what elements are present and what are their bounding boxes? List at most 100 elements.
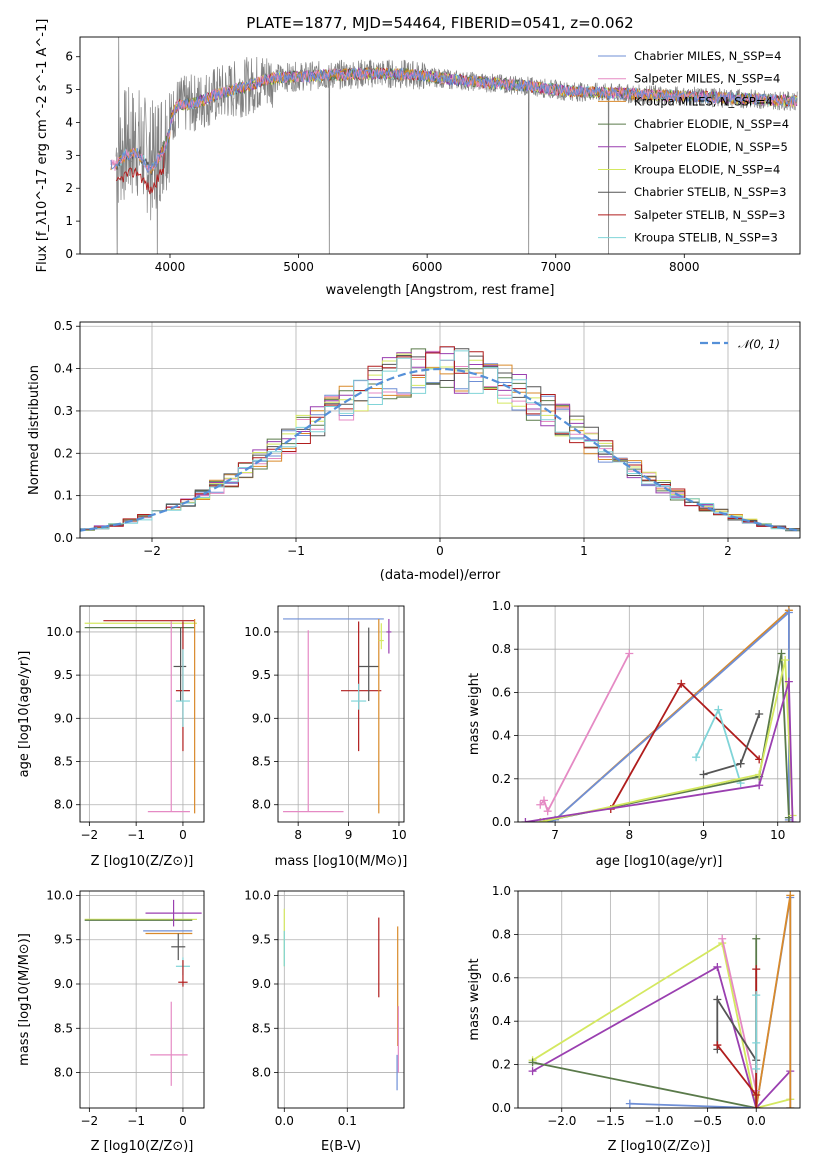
axes-frame: [517, 890, 801, 1109]
y-tick-label: 10.0: [244, 888, 271, 902]
x-tick-label: 5000: [283, 260, 314, 274]
x-axis-label: Z [log10(Z/Z⊙)]: [91, 1139, 194, 1154]
y-tick-label: 0.4: [492, 1014, 511, 1028]
weight-marker: [699, 770, 708, 779]
ticks: −2 −1 0 8.0 8.5 9.0 9.5 10.0: [46, 888, 186, 1128]
weight-marker: [713, 995, 722, 1004]
weight-line: [540, 659, 794, 822]
y-tick-label: 0.1: [54, 489, 73, 503]
x-axis-label: age [log10(age/yr)]: [596, 854, 723, 869]
y-tick-label: 9.5: [54, 668, 73, 682]
panel-weight_vs_age: 7 8 9 10 0.0 0.2 0.4 0.6 0.8 1.0 age [log10(age/yr…: [467, 599, 801, 869]
panel-spectrum: 4000 5000 6000 7000 8000 0 1 2 3 4 5 6 PLATE=1877, M…: [35, 14, 801, 298]
weight-series: [521, 677, 797, 822]
y-tick-label: 9.0: [54, 977, 73, 991]
x-tick-label: 0.0: [275, 1114, 294, 1128]
weight-marker: [786, 1104, 795, 1108]
y-tick-label: 8.0: [252, 798, 271, 812]
legend-entry: Chabrier ELODIE, N_SSP=4: [634, 117, 789, 131]
plot-area: [283, 908, 399, 1091]
model-spectrum-line: [110, 67, 798, 174]
weight-series: [752, 891, 795, 1108]
weight-line: [547, 610, 790, 822]
x-tick-label: 7000: [540, 260, 571, 274]
legend-entry: Salpeter STELIB, N_SSP=3: [634, 208, 785, 222]
plot-area: [528, 891, 795, 1108]
chart-title: PLATE=1877, MJD=54464, FIBERID=0541, z=0…: [246, 14, 633, 32]
y-tick-label: 9.5: [252, 668, 271, 682]
weight-series: [692, 705, 745, 788]
weight-marker: [752, 1038, 761, 1047]
x-tick-label: 9: [345, 828, 353, 842]
grid-lines: [80, 891, 204, 1108]
x-tick-label: −1: [127, 828, 145, 842]
x-tick-label: 0: [179, 828, 187, 842]
x-axis-label: wavelength [Angstrom, rest frame]: [326, 283, 555, 298]
y-tick-label: 0.2: [54, 446, 73, 460]
ticks: 4000 5000 6000 7000 8000 0 1 2 3 4 5 6: [65, 50, 699, 274]
y-tick-label: 0.0: [54, 531, 73, 545]
weight-marker: [755, 710, 764, 718]
y-tick-label: 0.6: [492, 685, 511, 699]
y-tick-label: 8.0: [54, 1066, 73, 1080]
weight-marker: [528, 1058, 537, 1067]
y-tick-label: 0.5: [54, 319, 73, 333]
histogram-step: [80, 350, 800, 533]
weight-marker: [713, 1041, 722, 1050]
x-tick-label: 0.1: [338, 1114, 357, 1128]
weight-series: [699, 710, 764, 779]
errorbar-point: [378, 623, 384, 650]
x-axis-label: Z [log10(Z/Z⊙)]: [608, 1139, 711, 1154]
panel-age_vs_Z: −2 −1 0 8.0 8.5 9.0 9.5 10.0 Z [log10(Z/Z⊙)] age …: [17, 605, 205, 869]
weight-series: [752, 991, 761, 1073]
y-tick-label: 9.0: [54, 711, 73, 725]
grid-lines: [278, 891, 404, 1108]
panel-weight_vs_Z: −2.0 −1.5 −1.0 −0.5 0.0 0.0 0.2 0.4 0.6 0.8 1.0 Z […: [467, 884, 801, 1154]
y-axis-label: age [log10(age/yr)]: [17, 651, 32, 778]
x-tick-label: −0.5: [693, 1114, 722, 1128]
y-axis-label: mass [log10(M/M⊙)]: [17, 933, 32, 1066]
x-tick-label: 4000: [155, 260, 186, 274]
errorbar-point: [171, 933, 186, 961]
weight-line: [532, 941, 791, 1108]
x-tick-label: −1.5: [596, 1114, 625, 1128]
x-tick-label: 9: [700, 828, 708, 842]
weight-series: [539, 606, 793, 822]
x-tick-label: 2: [724, 544, 732, 558]
y-tick-label: 0.0: [492, 1101, 511, 1115]
plot-area: [80, 346, 800, 533]
x-tick-label: 7: [551, 828, 559, 842]
y-tick-label: 10.0: [46, 625, 73, 639]
y-tick-label: 8.5: [252, 1021, 271, 1035]
weight-marker: [784, 677, 793, 686]
weight-marker: [539, 796, 548, 805]
y-tick-label: 5: [65, 83, 73, 97]
y-tick-label: 8.5: [252, 755, 271, 769]
weight-series: [536, 649, 634, 816]
y-tick-label: 9.0: [252, 711, 271, 725]
y-tick-label: 0: [65, 247, 73, 261]
y-tick-label: 9.5: [252, 933, 271, 947]
weight-line: [540, 653, 790, 822]
y-axis-label: Normed distribution: [27, 365, 42, 495]
weight-marker: [784, 608, 793, 617]
x-tick-label: 0: [436, 544, 444, 558]
y-tick-label: 0.6: [492, 971, 511, 985]
errorbar-point: [150, 1001, 188, 1086]
weight-marker: [781, 656, 790, 664]
y-tick-label: 0.0: [492, 815, 511, 829]
y-tick-label: 0.4: [492, 729, 511, 743]
plot-area: [84, 618, 197, 814]
weight-marker: [625, 649, 634, 658]
weight-line: [539, 653, 631, 814]
y-tick-label: 4: [65, 115, 73, 129]
x-tick-label: 0.0: [747, 1114, 766, 1128]
y-axis-label: mass weight: [467, 673, 482, 755]
weight-marker: [752, 934, 761, 943]
y-axis-label: mass weight: [467, 958, 482, 1040]
axes-frame: [79, 605, 205, 823]
weight-line: [532, 965, 791, 1108]
y-tick-label: 1.0: [492, 884, 511, 898]
axes-frame: [79, 890, 205, 1109]
